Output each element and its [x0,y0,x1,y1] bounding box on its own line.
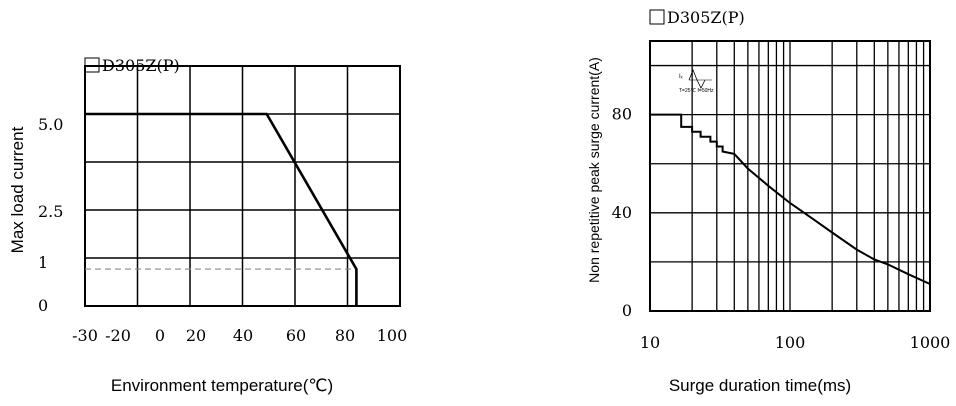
left-plot-frame [84,65,401,307]
inset-legend-symbol: Iₓ [679,74,683,80]
left-y-axis-label: Max load current [8,126,27,253]
left-y-tick-labels: 0 1 2.5 5.0 [38,115,63,315]
left-x-tick-label: 100 [377,326,408,345]
right-series-line [650,113,931,285]
left-x-tick-label: -30 [72,326,98,345]
right-x-tick-labels: 10 100 1000 [640,333,951,352]
left-y-tick-label: 5.0 [38,115,63,134]
right-x-tick-label: 10 [640,333,660,352]
right-y-tick-label: 80 [612,105,632,124]
right-y-tick-label: 40 [612,203,632,222]
left-gridlines [85,66,400,306]
left-x-tick-labels: -30 -20 0 20 40 60 80 100 [72,326,407,345]
left-x-tick-label: 0 [155,326,165,345]
left-x-tick-label: 20 [186,326,206,345]
right-inset-legend: Iₓ T=25℃ f=50Hz [679,68,714,94]
right-plot-frame [649,40,931,312]
left-x-tick-label: -20 [105,326,131,345]
right-y-tick-label: 0 [622,301,632,320]
left-y-tick-label: 0 [38,296,48,315]
right-x-tick-label: 100 [775,333,806,352]
left-x-axis-label: Environment temperature(℃) [111,376,333,395]
left-x-tick-label: 40 [233,326,253,345]
left-x-tick-label: 60 [286,326,306,345]
right-y-tick-labels: 0 40 80 [612,105,632,320]
inset-legend-conditions: T=25℃ f=50Hz [679,88,714,94]
left-series-line [85,112,358,306]
left-y-tick-label: 1 [38,253,48,272]
inset-waveform-icon [688,68,706,89]
right-plot-marks [650,113,931,285]
left-chart: D305Z(P) -30 -20 0 20 40 60 80 100 012.55.0 Env… [8,56,407,395]
left-y-tick-label: 2.5 [38,202,63,221]
right-gridlines [650,41,930,311]
right-x-tick-label: 1000 [910,333,951,352]
left-plot-marks [85,112,358,306]
right-title-box-icon [649,9,665,25]
right-y-axis-label: Non repetitive peak surge current(A) [586,57,602,283]
right-chart: D305Z(P) Iₓ T=25℃ f=50Hz 10 100 1000 0 40 80… [586,8,950,395]
right-chart-title: D305Z(P) [667,8,745,27]
right-x-axis-label: Surge duration time(ms) [669,376,851,395]
left-x-tick-label: 80 [335,326,355,345]
